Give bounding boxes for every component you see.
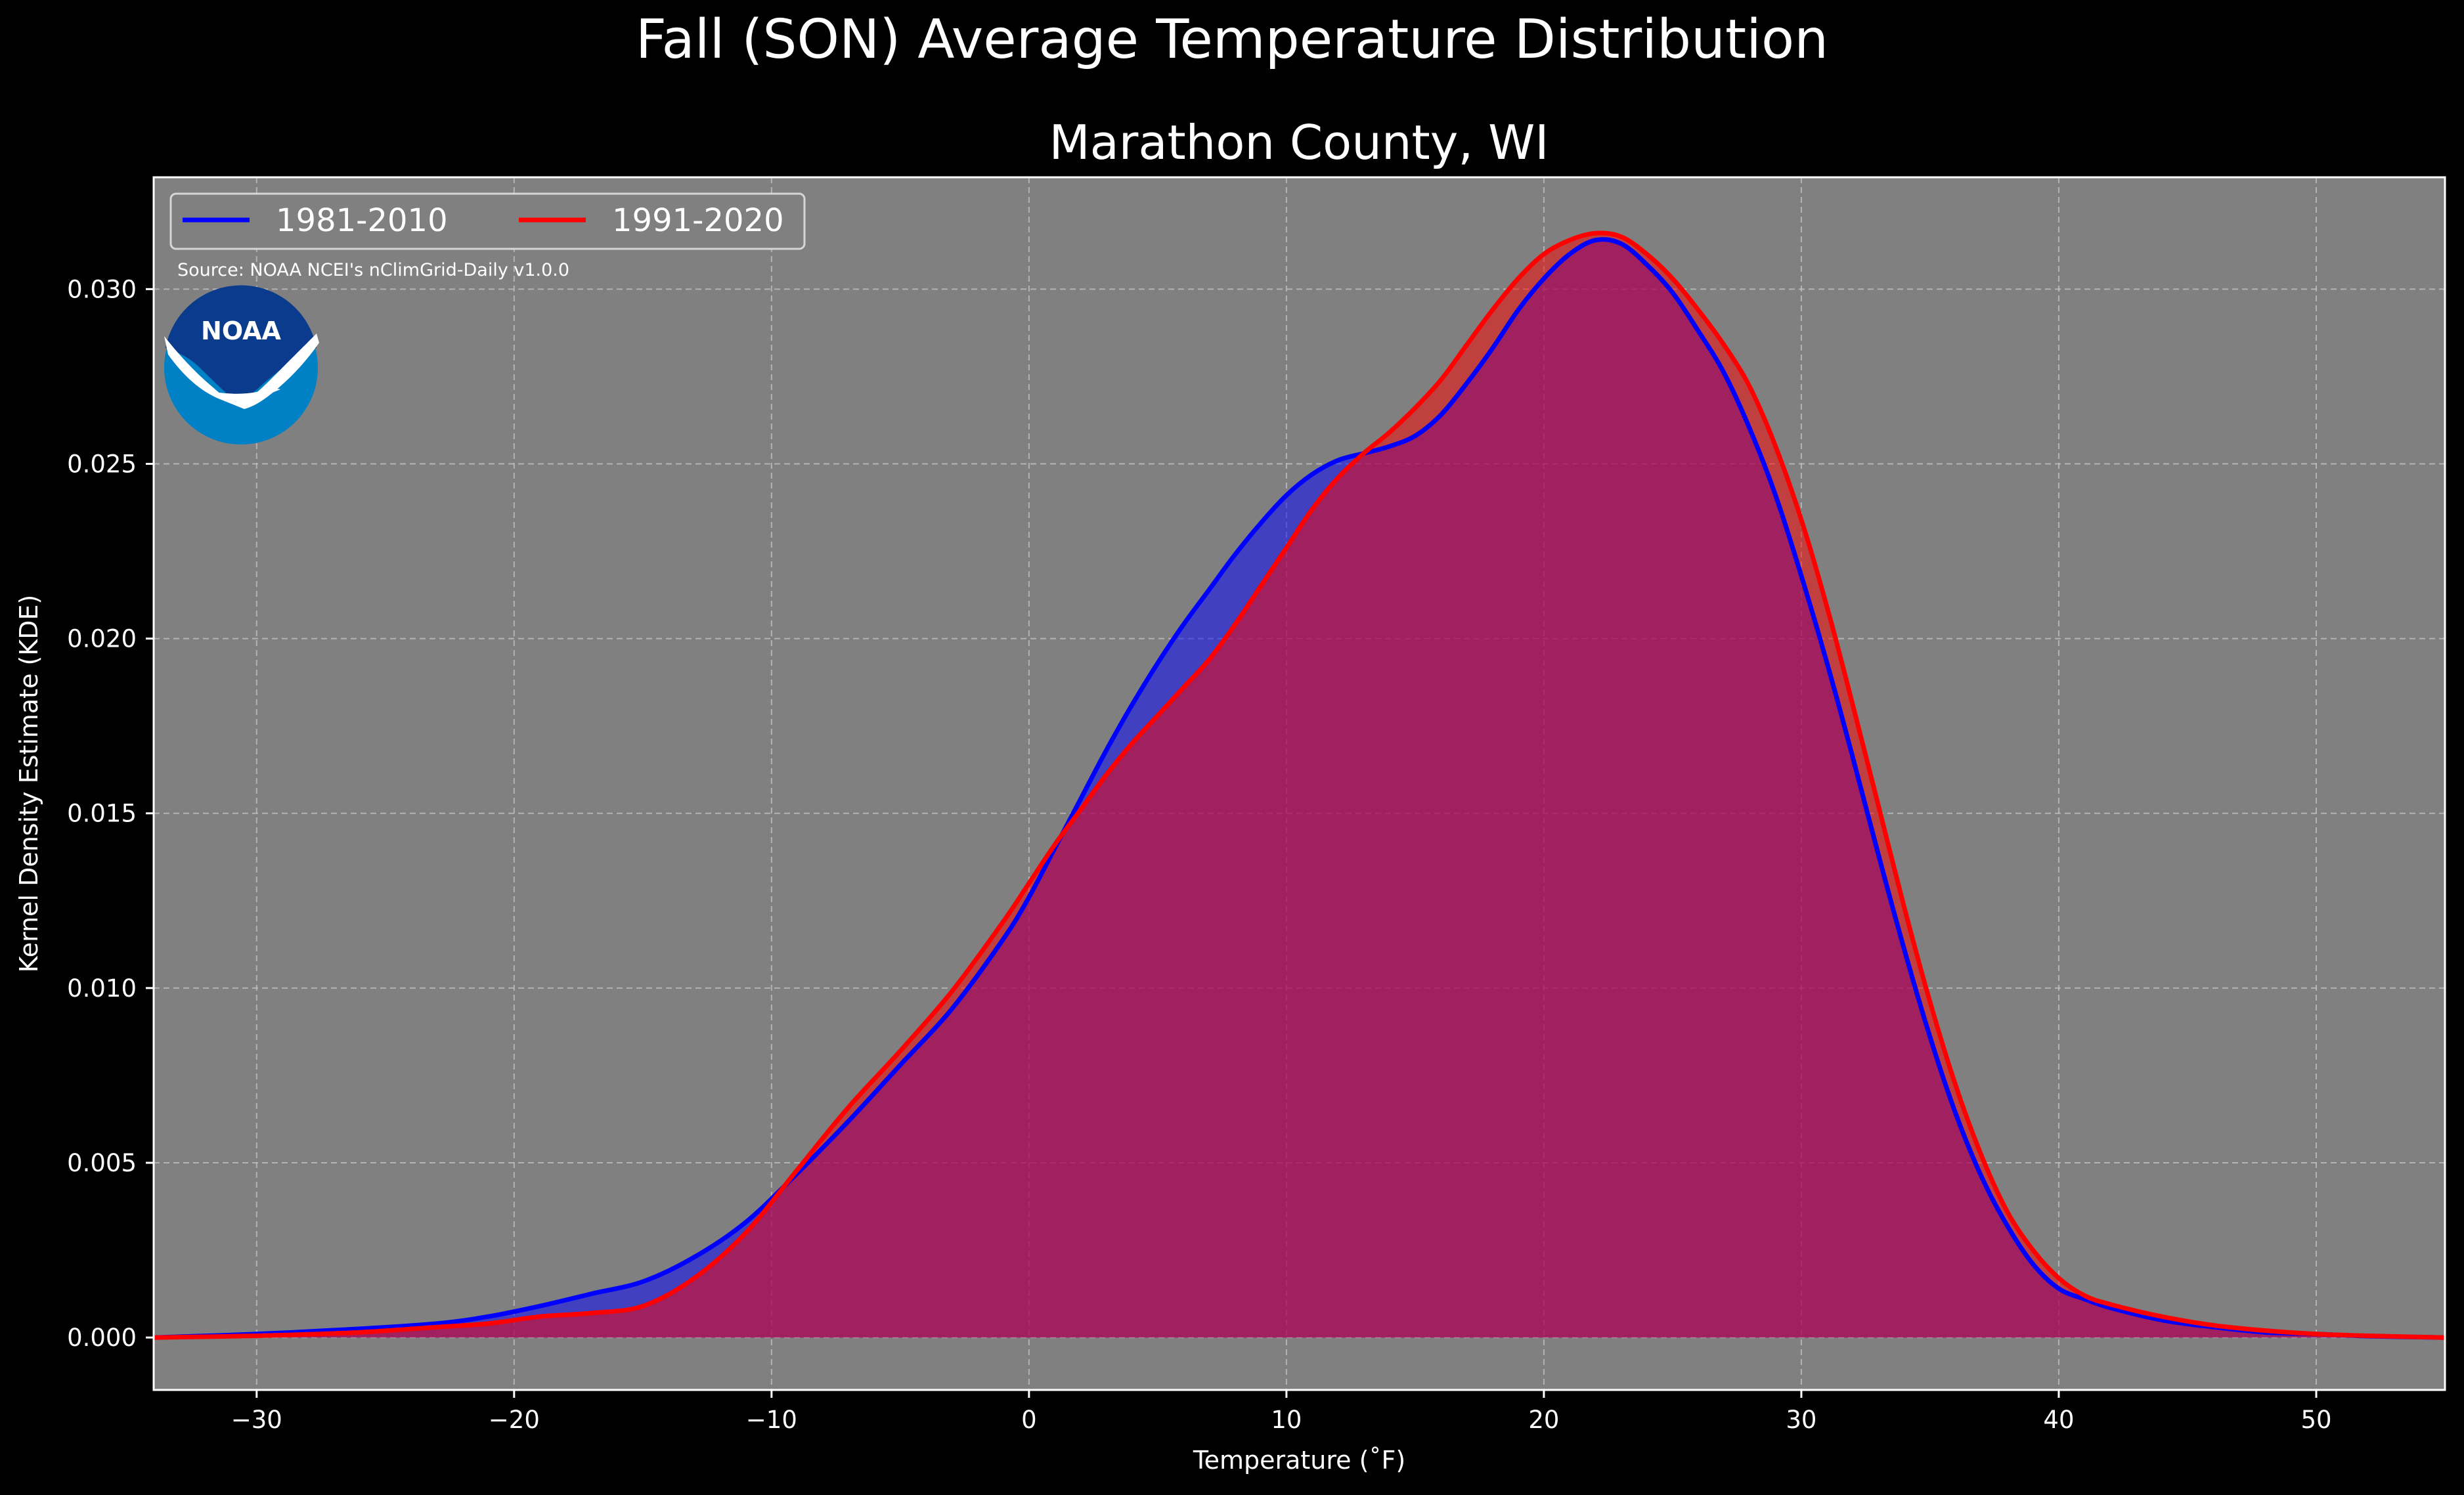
x-tick-label: 0: [1021, 1406, 1037, 1434]
x-tick-label: 20: [1528, 1406, 1559, 1434]
plot-frame: [152, 176, 2446, 1391]
kde-line-1991-2020: [154, 230, 2445, 1340]
series-layer: [154, 230, 2445, 1340]
source-annotation: Source: NOAA NCEI's nClimGrid-Daily v1.0…: [177, 260, 569, 280]
x-axis-label: Temperature (˚F): [1193, 1446, 1405, 1475]
legend-label-1991-2020: 1991-2020: [612, 202, 784, 239]
y-tick-label: 0.010: [67, 974, 137, 1003]
x-tick-label: −10: [746, 1406, 797, 1434]
y-tick-label: 0.030: [67, 275, 137, 303]
chart-subtitle: Marathon County, WI: [1049, 115, 1549, 170]
legend-box: [169, 192, 806, 250]
x-tick-label: −30: [231, 1406, 282, 1434]
x-tick-label: 40: [2043, 1406, 2074, 1434]
x-tick-label: 30: [1786, 1406, 1816, 1434]
noaa-logo: NOAA: [164, 285, 319, 444]
logo-inner-dome: [165, 285, 317, 402]
chart-title: Fall (SON) Average Temperature Distribut…: [636, 9, 1828, 71]
x-tick-label: 10: [1271, 1406, 1302, 1434]
logo-seagull-body: [213, 389, 280, 402]
y-tick-label: 0.020: [67, 625, 137, 653]
x-tick-label: −20: [489, 1406, 540, 1434]
kde-area-1991-2020: [154, 232, 2445, 1338]
logo-text: NOAA: [201, 316, 281, 345]
axis-ticks: −30 −20 −10 0 10 20 30 40 50 0.000 0.005 0.010 0.015…: [67, 275, 2331, 1434]
y-tick-label: 0.025: [67, 450, 137, 478]
legend: 1981-2010 1991-2020: [169, 192, 806, 250]
y-axis-label: Kernel Density Estimate (KDE): [14, 595, 43, 973]
y-tick-label: 0.000: [67, 1324, 137, 1352]
y-tick-label: 0.005: [67, 1149, 137, 1177]
y-tick-label: 0.015: [67, 800, 137, 828]
x-tick-label: 50: [2300, 1406, 2331, 1434]
legend-label-1981-2010: 1981-2010: [276, 202, 448, 239]
logo-seagull-wing: [164, 334, 319, 409]
